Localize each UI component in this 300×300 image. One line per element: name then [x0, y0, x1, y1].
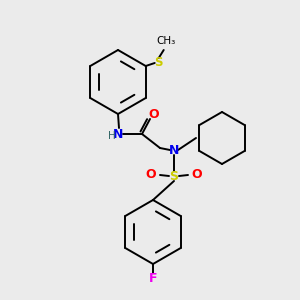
Text: N: N	[169, 143, 179, 157]
Text: O: O	[192, 169, 202, 182]
Text: F: F	[149, 272, 157, 284]
Text: O: O	[149, 107, 159, 121]
Text: H: H	[108, 131, 116, 141]
Text: S: S	[169, 169, 178, 182]
Text: N: N	[113, 128, 123, 140]
Text: O: O	[146, 169, 156, 182]
Text: S: S	[154, 56, 163, 68]
Text: CH₃: CH₃	[156, 36, 175, 46]
